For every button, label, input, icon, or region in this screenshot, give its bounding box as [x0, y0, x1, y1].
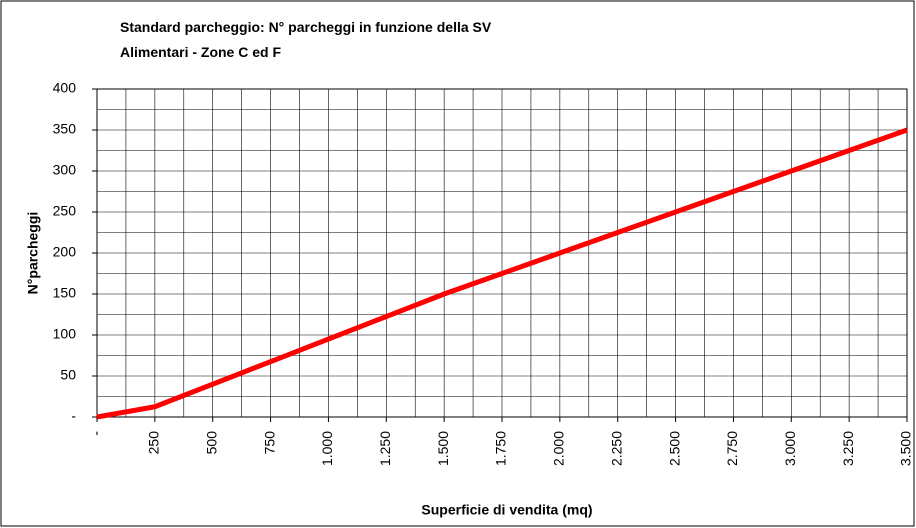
x-tick-label: 1.250	[377, 431, 393, 466]
y-tick-label: 250	[53, 203, 77, 219]
data-line	[96, 127, 908, 420]
x-tick-label: 2.000	[551, 431, 567, 466]
y-tick-label: 400	[53, 80, 77, 96]
x-tick-label: 2.250	[608, 431, 624, 466]
x-tick-label: 1.000	[319, 431, 335, 466]
y-tick-label: 100	[53, 326, 77, 342]
x-tick-label: 3.500	[898, 431, 914, 466]
chart-title: Standard parcheggio: N° parcheggi in fun…	[120, 19, 492, 35]
y-tick-label: 50	[60, 367, 76, 383]
x-tick-label: 2.500	[666, 431, 682, 466]
x-axis-title: Superficie di vendita (mq)	[421, 502, 592, 518]
y-tick-label: 300	[53, 162, 77, 178]
x-tick-label: 500	[203, 431, 219, 455]
y-axis-title: N°parcheggi	[25, 212, 41, 295]
x-tick-label: 250	[146, 431, 162, 455]
x-tick-label: 750	[261, 431, 277, 455]
x-tick-label: 1.500	[435, 431, 451, 466]
x-tick-label: 3.250	[840, 431, 856, 466]
y-tick-label: 350	[53, 121, 77, 137]
y-tick-label: -	[71, 408, 76, 424]
chart-subtitle: Alimentari - Zone C ed F	[120, 44, 281, 60]
x-tick-label: 3.000	[782, 431, 798, 466]
y-tick-label: 150	[53, 285, 77, 301]
x-tick-label: 2.750	[724, 431, 740, 466]
x-tick-label: -	[88, 431, 104, 436]
y-tick-label: 200	[53, 244, 77, 260]
x-tick-label: 1.750	[493, 431, 509, 466]
